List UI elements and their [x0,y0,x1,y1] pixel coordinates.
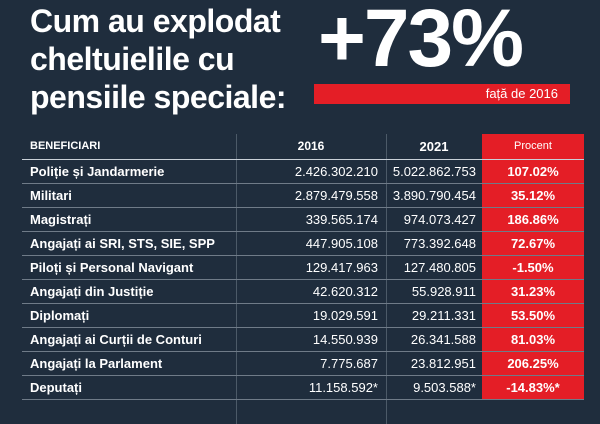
percent-change: 31.23% [482,280,584,303]
comparison-bar: față de 2016 [314,84,570,104]
table-row: Poliție și Jandarmerie 2.426.302.210 5.0… [22,160,584,184]
table-row: Militari 2.879.479.558 3.890.790.454 35.… [22,184,584,208]
pensions-table: BENEFICIARI 2016 2021 Procent Poliție și… [22,134,584,424]
beneficiary-name: Angajați la Parlament [30,356,163,371]
value-2016: 129.417.963 [305,260,378,275]
value-2021: 26.341.588 [410,332,476,347]
percent-change: -14.83%* [482,376,584,399]
percent-change: 107.02% [482,160,584,183]
beneficiary-name: Angajați ai Curții de Conturi [30,332,202,347]
value-2021: 773.392.648 [403,236,476,251]
header-beneficiary: BENEFICIARI [30,140,101,152]
beneficiary-name: Poliție și Jandarmerie [30,164,165,179]
table-row: Angajați ai SRI, STS, SIE, SPP 447.905.1… [22,232,584,256]
beneficiary-name: Deputați [30,380,82,395]
value-2016: 447.905.108 [305,236,378,251]
big-percent: +73% [318,0,524,84]
value-2021: 127.480.805 [403,260,476,275]
table-row: Angajați la Parlament 7.775.687 23.812.9… [22,352,584,376]
table-row: Diplomați 19.029.591 29.211.331 53.50% [22,304,584,328]
beneficiary-name: Angajați ai SRI, STS, SIE, SPP [30,236,215,251]
value-2016: 11.158.592* [308,380,378,395]
table-row: Angajați din Justiție 42.620.312 55.928.… [22,280,584,304]
value-2021: 29.211.331 [411,308,476,323]
value-2021: 55.928.911 [411,284,476,299]
value-2016: 2.426.302.210 [294,164,378,179]
value-2016: 42.620.312 [312,284,378,299]
value-2021: 974.073.427 [403,212,476,227]
value-2021: 5.022.862.753 [392,164,476,179]
header-2016: 2016 [297,139,325,153]
headline-line-3: pensiile speciale: [30,79,287,115]
value-2016: 339.565.174 [305,212,378,227]
table-row: Magistrați 339.565.174 974.073.427 186.8… [22,208,584,232]
percent-change: 35.12% [482,184,584,207]
value-2021: 23.812.951 [410,356,476,371]
table-row: Angajați ai Curții de Conturi 14.550.939… [22,328,584,352]
percent-change: 72.67% [482,232,584,255]
headline: Cum au explodat cheltuielile cu pensiile… [30,2,320,116]
value-2016: 14.550.939 [312,332,378,347]
comparison-note: față de 2016 [485,86,558,101]
percent-change: 81.03% [482,328,584,351]
value-2021: 3.890.790.454 [392,188,476,203]
value-2016: 2.879.479.558 [294,188,378,203]
header-2021: 2021 [419,139,449,154]
percent-change: 206.25% [482,352,584,375]
percent-change: 186.86% [482,208,584,231]
beneficiary-name: Diplomați [30,308,90,323]
percent-change: -1.50% [482,256,584,279]
beneficiary-name: Magistrați [30,212,92,227]
table-row: Piloți și Personal Navigant 129.417.963 … [22,256,584,280]
percent-change: 53.50% [482,304,584,327]
beneficiary-name: Militari [30,188,72,203]
headline-line-2: cheltuielile cu [30,41,235,77]
value-2016: 7.775.687 [320,356,378,371]
beneficiary-name: Angajați din Justiție [30,284,154,299]
beneficiary-name: Piloți și Personal Navigant [30,260,194,275]
header-percent: Procent [482,134,584,159]
value-2016: 19.029.591 [312,308,378,323]
table-header-row: BENEFICIARI 2016 2021 Procent [22,134,584,160]
table-row: Deputați 11.158.592* 9.503.588* -14.83%* [22,376,584,400]
value-2021: 9.503.588* [413,380,476,395]
headline-line-1: Cum au explodat [30,3,281,39]
